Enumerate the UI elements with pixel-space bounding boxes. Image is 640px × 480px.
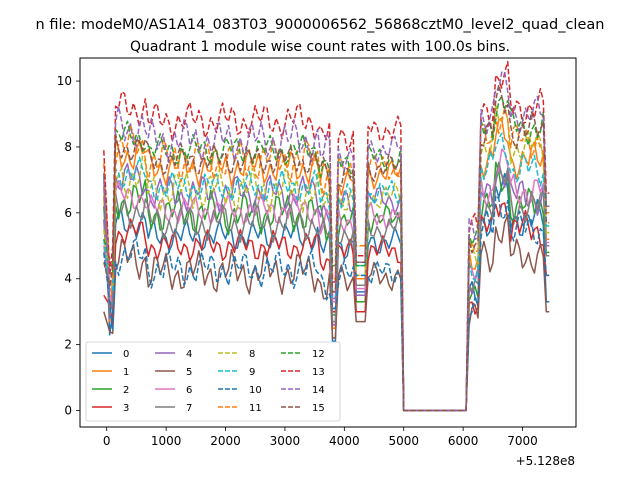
figure-suptitle: n file: modeM0/AS1A14_083T03_9000006562_… <box>36 17 605 33</box>
legend-label-4: 4 <box>186 349 192 360</box>
legend-label-11: 11 <box>249 403 262 414</box>
x-tick-label: 3000 <box>270 434 301 448</box>
x-tick-label: 2000 <box>210 434 241 448</box>
x-offset-label: +5.128e8 <box>516 454 575 468</box>
legend-box <box>85 341 341 422</box>
legend-label-3: 3 <box>123 403 129 414</box>
series-line-5 <box>103 214 550 412</box>
plot-frame <box>79 57 577 428</box>
legend-label-15: 15 <box>312 403 325 414</box>
series-line-3 <box>103 202 550 412</box>
y-tick-label: 6 <box>64 206 72 220</box>
y-tick-label: 2 <box>64 338 72 352</box>
y-tick-label: 0 <box>64 404 72 418</box>
series-line-1 <box>103 117 550 412</box>
series-line-14 <box>103 71 550 412</box>
legend-label-10: 10 <box>249 385 262 396</box>
legend-label-13: 13 <box>312 367 325 378</box>
legend-label-2: 2 <box>123 385 129 396</box>
series-line-10 <box>103 194 550 412</box>
series-line-15 <box>103 84 550 412</box>
series-line-12 <box>103 95 550 412</box>
x-tick-label: 6000 <box>448 434 479 448</box>
chart-title: Quadrant 1 module wise count rates with … <box>130 39 510 55</box>
legend-label-6: 6 <box>186 385 192 396</box>
legend-label-8: 8 <box>249 349 255 360</box>
plot-lines <box>103 60 550 412</box>
legend-label-9: 9 <box>249 367 255 378</box>
legend-label-1: 1 <box>123 367 129 378</box>
x-tick-label: 0 <box>103 434 111 448</box>
legend-label-7: 7 <box>186 403 192 414</box>
x-tick-label: 5000 <box>388 434 419 448</box>
x-tick-label: 1000 <box>151 434 182 448</box>
legend-label-14: 14 <box>312 385 325 396</box>
y-tick-label: 4 <box>64 272 72 286</box>
series-line-8 <box>103 103 550 412</box>
x-tick-label: 4000 <box>329 434 360 448</box>
x-tick-label: 7000 <box>507 434 538 448</box>
y-tick-label: 8 <box>64 140 72 154</box>
legend-label-0: 0 <box>123 349 129 360</box>
legend-label-5: 5 <box>186 367 192 378</box>
legend-label-12: 12 <box>312 349 325 360</box>
y-tick-label: 10 <box>57 74 72 88</box>
